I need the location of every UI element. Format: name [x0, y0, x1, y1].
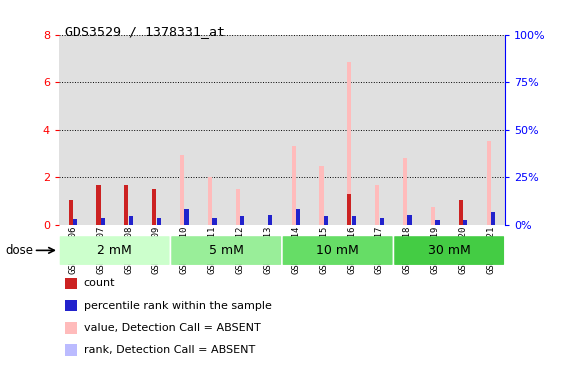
FancyBboxPatch shape — [171, 236, 281, 265]
Bar — [152, 189, 157, 225]
Text: 10 mM: 10 mM — [316, 244, 359, 257]
Bar — [125, 185, 128, 225]
FancyBboxPatch shape — [59, 236, 169, 265]
Bar — [435, 220, 439, 225]
Bar — [459, 200, 463, 225]
Bar — [347, 194, 351, 225]
Text: 30 mM: 30 mM — [428, 244, 471, 257]
Bar — [324, 215, 328, 225]
Bar — [491, 212, 495, 225]
Bar — [101, 217, 105, 225]
Text: 5 mM: 5 mM — [209, 244, 243, 257]
Bar — [180, 154, 184, 225]
Text: dose: dose — [6, 244, 34, 257]
Text: GDS3529 / 1378331_at: GDS3529 / 1378331_at — [65, 25, 224, 38]
Bar — [347, 62, 351, 225]
Bar — [296, 209, 300, 225]
Bar — [435, 220, 439, 225]
Bar — [407, 215, 412, 225]
Bar — [157, 218, 161, 225]
Bar — [463, 220, 467, 225]
Bar — [352, 215, 356, 225]
Bar — [292, 146, 296, 225]
Bar — [68, 200, 73, 225]
Bar — [213, 217, 217, 225]
Bar — [296, 209, 300, 225]
FancyBboxPatch shape — [394, 236, 504, 265]
Bar — [380, 218, 384, 225]
Bar — [101, 217, 105, 225]
Bar — [152, 189, 157, 225]
Bar — [240, 216, 245, 225]
Bar — [319, 166, 324, 225]
Bar — [185, 209, 188, 225]
Bar — [96, 185, 100, 225]
Bar — [68, 200, 73, 225]
FancyBboxPatch shape — [283, 236, 393, 265]
Bar — [125, 185, 128, 225]
Bar — [128, 216, 133, 225]
Bar — [407, 215, 412, 225]
Bar — [380, 218, 384, 225]
Bar — [268, 215, 272, 225]
Bar — [236, 189, 240, 225]
Bar — [486, 141, 491, 225]
Bar — [73, 219, 77, 225]
Bar — [128, 216, 133, 225]
Bar — [403, 158, 407, 225]
Text: rank, Detection Call = ABSENT: rank, Detection Call = ABSENT — [84, 345, 255, 355]
Text: percentile rank within the sample: percentile rank within the sample — [84, 301, 272, 311]
Bar — [96, 185, 100, 225]
Text: value, Detection Call = ABSENT: value, Detection Call = ABSENT — [84, 323, 260, 333]
Bar — [208, 177, 212, 225]
Bar — [324, 215, 328, 225]
Bar — [491, 212, 495, 225]
Bar — [185, 209, 188, 225]
Text: count: count — [84, 278, 115, 288]
Bar — [375, 185, 379, 225]
Bar — [459, 200, 463, 225]
Bar — [352, 215, 356, 225]
Bar — [213, 217, 217, 225]
Text: 2 mM: 2 mM — [97, 244, 132, 257]
Bar — [157, 218, 161, 225]
Bar — [73, 219, 77, 225]
Bar — [463, 220, 467, 225]
Bar — [431, 207, 435, 225]
Bar — [240, 216, 245, 225]
Bar — [268, 215, 272, 225]
